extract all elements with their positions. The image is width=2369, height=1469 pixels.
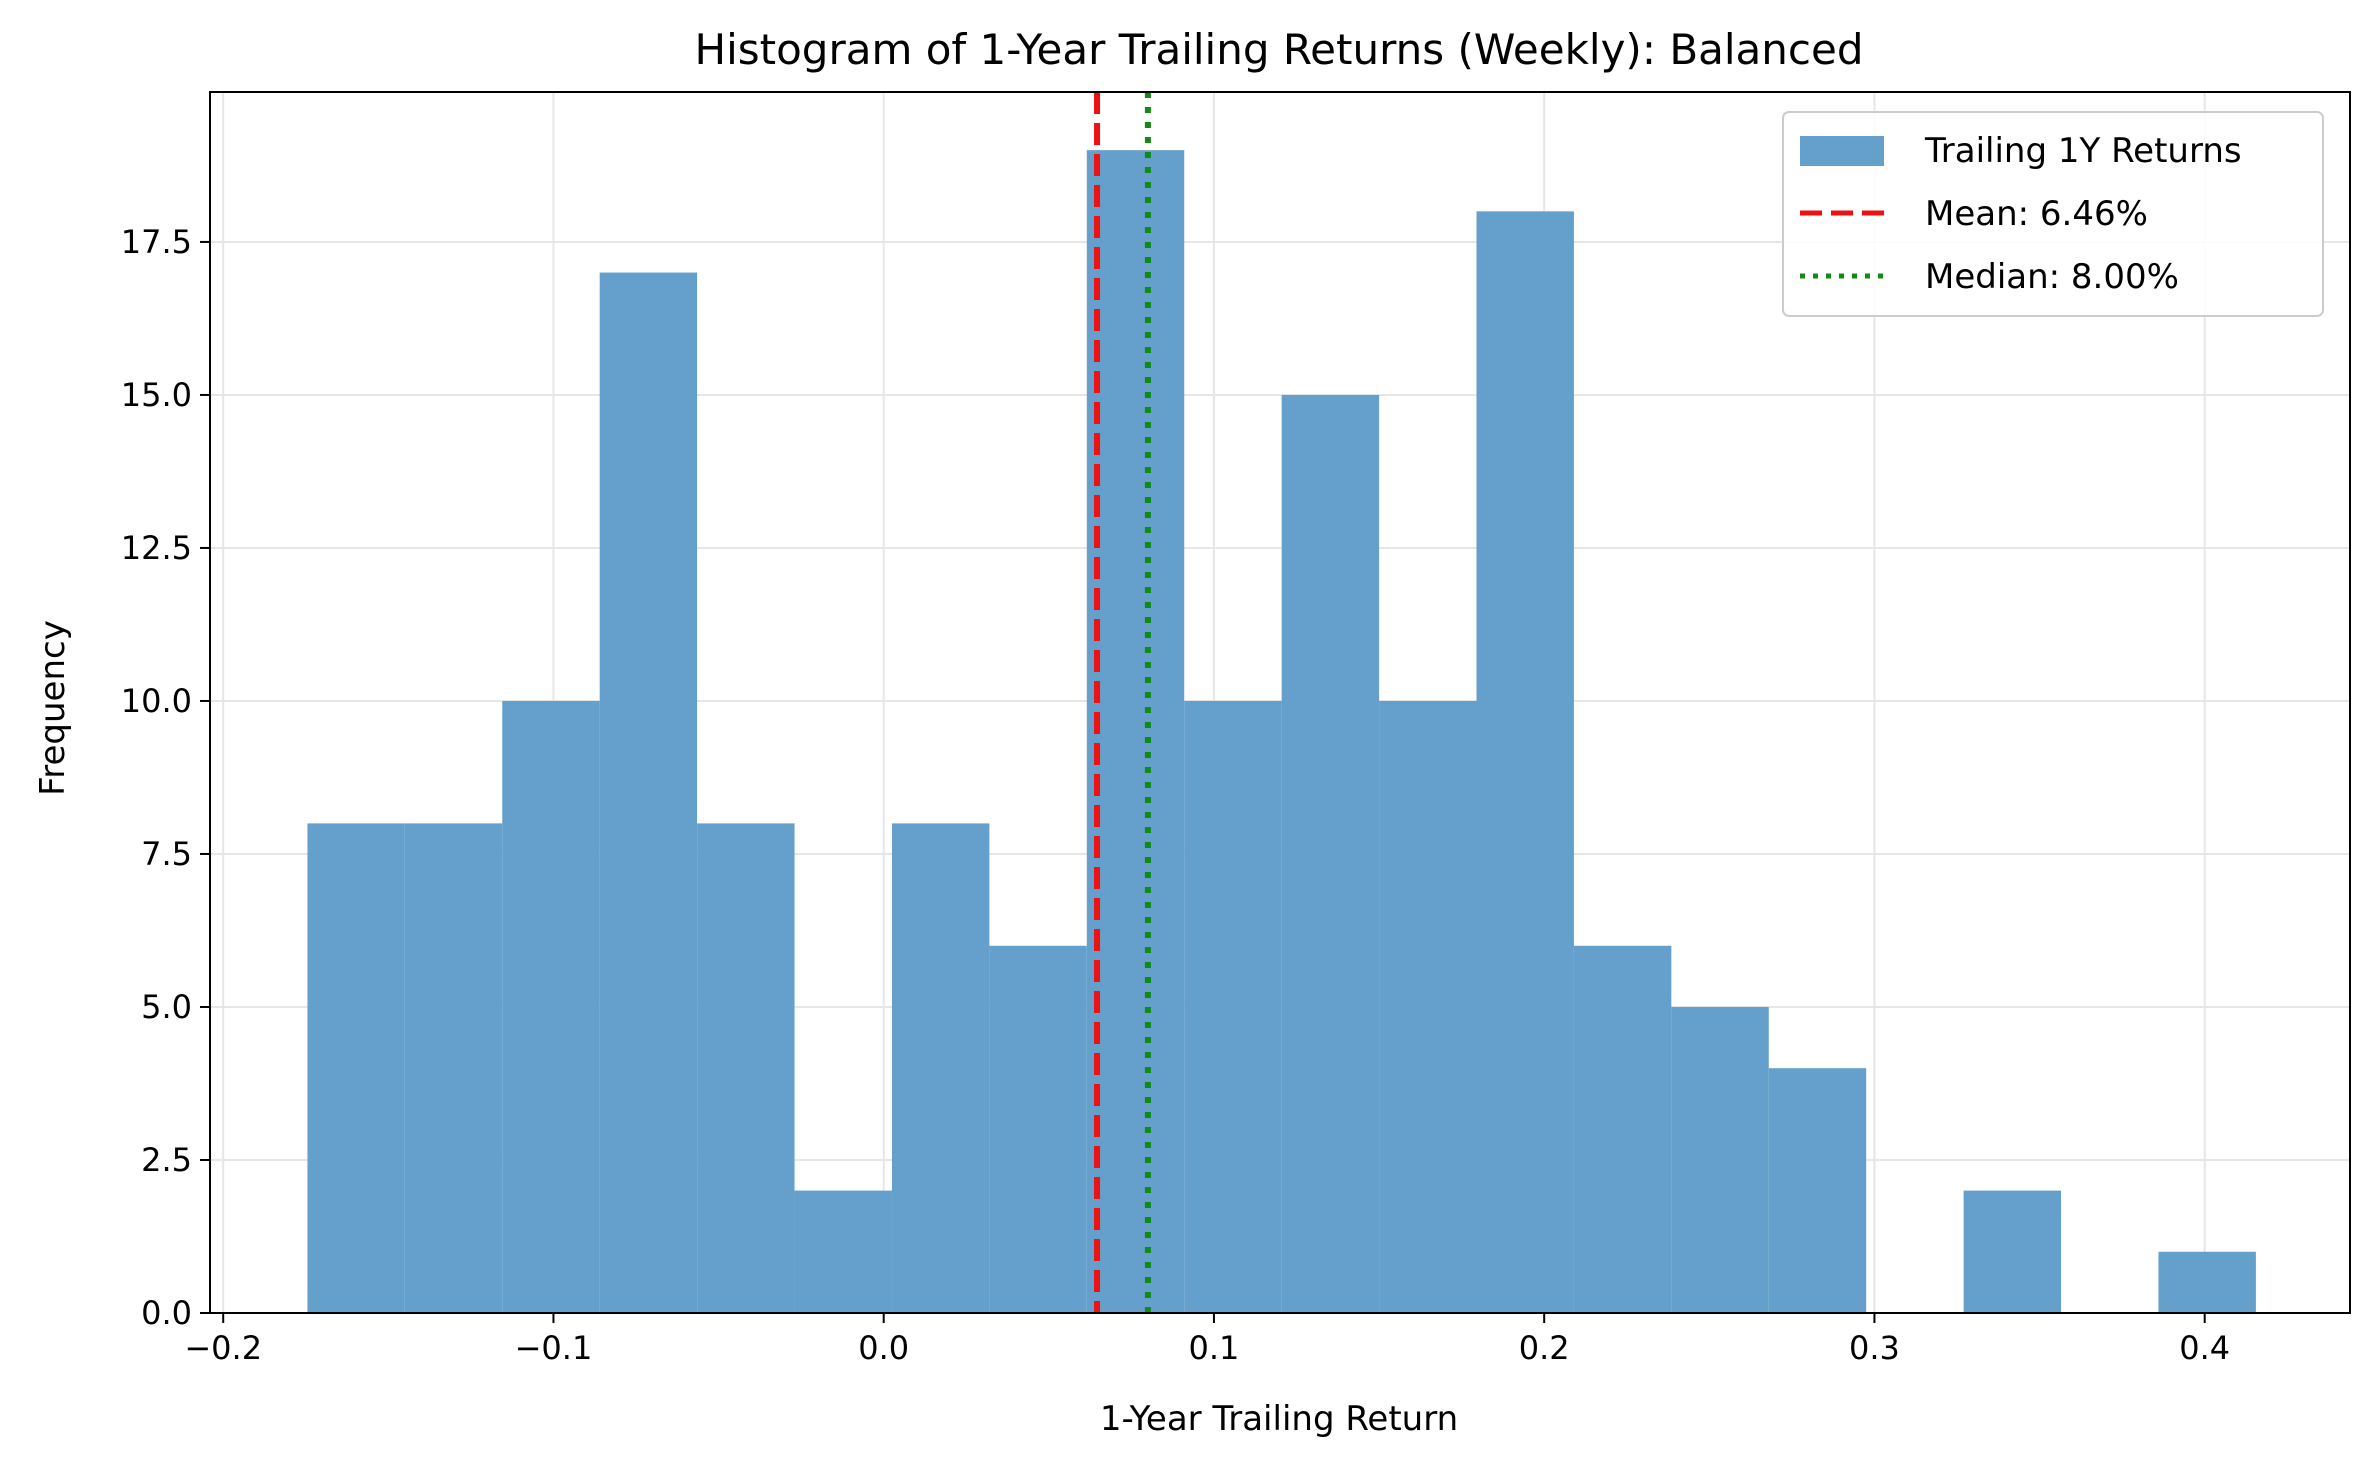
histogram-bar (1573, 945, 1672, 1313)
y-tick-label: 2.5 (141, 1141, 192, 1179)
histogram-bar (404, 823, 503, 1313)
histogram-bars (307, 150, 2256, 1314)
legend-label-median: Median: 8.00% (1925, 257, 2179, 297)
histogram-bar (1671, 1006, 1769, 1313)
x-tick-label: 0.4 (2179, 1329, 2230, 1367)
histogram-bar (1476, 211, 1574, 1314)
chart-title: Histogram of 1-Year Trailing Returns (We… (695, 25, 1864, 74)
y-tick-label: 12.5 (121, 529, 192, 567)
y-tick-label: 5.0 (141, 988, 192, 1026)
x-tick-label: −0.1 (515, 1329, 593, 1367)
legend-box (1782, 111, 2324, 317)
x-tick-label: 0.0 (858, 1329, 909, 1367)
histogram-bar (502, 700, 600, 1313)
legend-swatch-bars (1800, 136, 1884, 166)
x-tick-label: 0.3 (1849, 1329, 1900, 1367)
x-axis-ticks: −0.2 −0.1 0.0 0.1 0.2 0.3 0.4 (184, 1313, 2230, 1367)
x-tick-label: 0.2 (1519, 1329, 1570, 1367)
y-tick-label: 10.0 (121, 682, 192, 720)
histogram-bar (1184, 700, 1282, 1313)
x-tick-label: 0.1 (1189, 1329, 1240, 1367)
y-tick-label: 7.5 (141, 835, 192, 873)
reference-lines (1094, 92, 1151, 1313)
y-tick-label: 0.0 (141, 1294, 192, 1332)
y-axis-ticks: 0.0 2.5 5.0 7.5 10.0 12.5 15.0 17.5 (121, 223, 210, 1332)
histogram-bar (1086, 150, 1185, 1314)
x-tick-label: −0.2 (184, 1329, 262, 1367)
histogram-bar (697, 823, 795, 1313)
y-tick-label: 15.0 (121, 376, 192, 414)
histogram-bar (891, 823, 990, 1313)
y-tick-label: 17.5 (121, 223, 192, 261)
histogram-bar (307, 823, 405, 1313)
histogram-bar (1963, 1190, 2062, 1313)
histogram-bar (794, 1190, 892, 1313)
histogram-bar (1379, 700, 1477, 1313)
legend-label-mean: Mean: 6.46% (1925, 194, 2148, 234)
histogram-bar (2158, 1251, 2256, 1313)
legend-label-bars: Trailing 1Y Returns (1924, 131, 2242, 171)
histogram-bar (989, 945, 1087, 1313)
histogram-bar (1768, 1068, 1867, 1313)
histogram-bar (1281, 394, 1380, 1313)
x-axis-title: 1-Year Trailing Return (1100, 1399, 1458, 1439)
y-axis-title: Frequency (33, 620, 73, 796)
plot-area-frame (209, 91, 2351, 1314)
legend: Trailing 1Y Returns Mean: 6.46% Median: … (1782, 111, 2324, 317)
histogram-bar (599, 272, 698, 1314)
